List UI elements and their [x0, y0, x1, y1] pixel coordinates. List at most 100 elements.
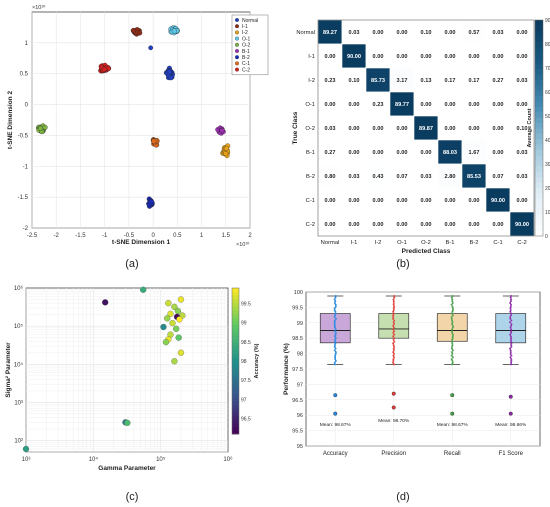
sample-dot	[334, 300, 337, 303]
colorbar-segment	[535, 57, 543, 64]
sample-dot	[451, 295, 454, 298]
matrix-cell	[389, 163, 415, 189]
sample-dot	[333, 361, 336, 364]
matrix-cell	[509, 19, 535, 45]
cell-value: 0.57	[469, 30, 480, 36]
sample-dot	[510, 303, 513, 306]
matrix-cell	[341, 187, 367, 213]
x-tick-label: 10⁶	[223, 456, 233, 463]
colorbar-segment	[535, 90, 543, 96]
cell-value: 85.53	[467, 174, 481, 180]
colorbar-segment	[232, 331, 239, 336]
data-point	[102, 299, 109, 306]
sample-dot	[450, 316, 453, 319]
sample-dot	[393, 305, 396, 308]
sample-dot	[334, 354, 337, 357]
x-tick-label: 0	[151, 233, 155, 239]
colorbar-segment	[232, 397, 239, 402]
legend-marker	[235, 61, 239, 66]
sample-dot	[510, 361, 513, 364]
sample-dot	[451, 328, 454, 331]
sample-dot	[510, 314, 513, 317]
colorbar-segment	[535, 117, 543, 123]
sample-dot	[451, 314, 454, 317]
colorbar-segment	[535, 198, 543, 204]
cell-value: 1.67	[469, 150, 480, 156]
y-tick-label: 1	[25, 41, 29, 47]
cell-value: 0.00	[493, 222, 504, 228]
sample-dot	[334, 314, 337, 317]
data-point	[165, 300, 172, 307]
sample-dot	[451, 319, 454, 322]
data-point	[177, 349, 185, 356]
colorbar-tick-label: 90	[545, 18, 550, 24]
sample-dot	[392, 342, 395, 345]
sample-dot	[450, 317, 453, 320]
cell-value: 0.23	[373, 102, 384, 108]
sample-dot	[510, 337, 513, 340]
outlier-point	[333, 393, 338, 398]
colorbar-segment	[535, 149, 543, 156]
x-tick-label: 0.5	[173, 233, 182, 239]
sample-dot	[451, 321, 454, 324]
sample-dot	[509, 347, 512, 350]
sample-dot	[509, 349, 512, 352]
sample-dot	[392, 310, 395, 313]
sample-dot	[510, 298, 513, 301]
colorbar-segment	[535, 144, 543, 150]
sample-dot	[392, 324, 395, 327]
sample-dot	[451, 344, 454, 347]
cell-value: 0.00	[397, 198, 408, 204]
cell-value: 0.07	[397, 174, 408, 180]
sample-dot	[451, 361, 454, 364]
outlier-point	[450, 393, 455, 398]
y-tick-label: 10⁶	[14, 285, 24, 292]
matrix-cell	[485, 139, 511, 165]
matrix-cell	[341, 43, 367, 69]
sample-dot	[451, 342, 454, 345]
data-point	[167, 310, 174, 317]
sample-dot	[333, 344, 336, 347]
y-tick-label: -0.5	[18, 133, 29, 139]
colorbar-tick-label: 80	[545, 42, 550, 48]
cell-value: 0.13	[421, 78, 432, 84]
sample-dot	[450, 303, 453, 306]
y-tick-label: 98	[297, 352, 303, 358]
colorbar-segment	[232, 375, 239, 380]
colorbar-segment	[535, 209, 543, 215]
sample-dot	[450, 330, 453, 333]
colorbar-segment	[535, 25, 543, 32]
colorbar-segment	[232, 353, 239, 358]
matrix-cell	[461, 211, 487, 237]
x-tick-label: -1.5	[75, 233, 86, 239]
colorbar-segment	[535, 192, 543, 199]
y-tick-label: 96	[297, 413, 303, 419]
sample-dot	[392, 331, 395, 334]
sample-dot	[334, 359, 337, 362]
cell-value: 0.03	[349, 30, 360, 36]
matrix-cell	[485, 43, 511, 69]
sample-dot	[393, 356, 396, 359]
sample-dot	[509, 352, 512, 355]
y-tick-label: 99	[297, 321, 303, 327]
data-point	[160, 323, 167, 331]
cell-value: 0.03	[517, 150, 528, 156]
matrix-cell	[365, 91, 391, 117]
sample-dot	[333, 363, 336, 366]
sample-dot	[393, 337, 396, 340]
colorbar-segment	[535, 68, 543, 75]
column-label: I-1	[351, 240, 358, 246]
sample-dot	[334, 342, 337, 345]
colorbar-segment	[535, 171, 543, 177]
colorbar-segment	[535, 74, 543, 80]
sample-dot	[392, 302, 395, 305]
column-label: B-1	[445, 240, 454, 246]
sample-dot	[334, 356, 337, 359]
column-label: Normal	[321, 240, 340, 246]
colorbar-segment	[535, 122, 543, 129]
sample-dot	[510, 328, 513, 331]
sample-dot	[451, 324, 454, 327]
sample-dot	[451, 338, 454, 341]
matrix-cell	[437, 115, 463, 141]
